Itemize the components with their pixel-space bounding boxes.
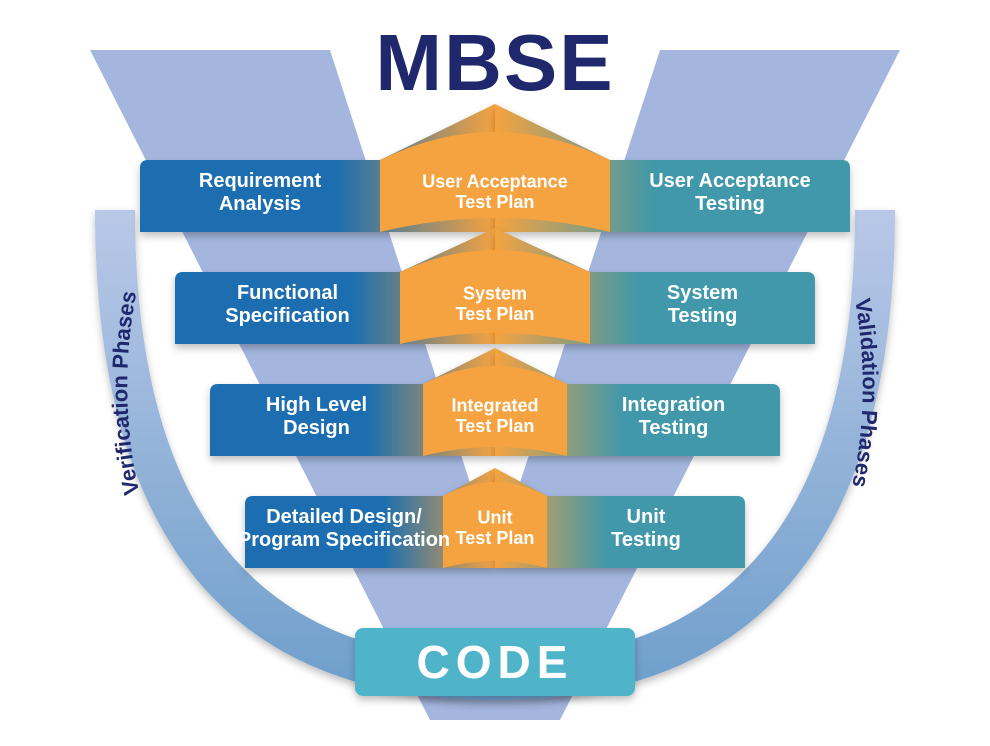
plan-label-1: SystemTest Plan xyxy=(456,284,535,325)
code-box: CODE xyxy=(355,628,635,696)
plan-label-2: IntegratedTest Plan xyxy=(451,396,538,437)
canvas: RequirementAnalysisUser AcceptanceTestin… xyxy=(0,0,990,746)
left-stage-label-3: Detailed Design/Program Specification xyxy=(238,506,450,551)
left-stage-label-1: FunctionalSpecification xyxy=(225,282,349,327)
right-stage-label-1: SystemTesting xyxy=(667,282,738,327)
mbse-v-model-diagram: RequirementAnalysisUser AcceptanceTestin… xyxy=(0,0,990,746)
title: MBSE xyxy=(375,18,614,107)
code-label: CODE xyxy=(417,636,574,688)
rows: RequirementAnalysisUser AcceptanceTestin… xyxy=(140,104,850,568)
